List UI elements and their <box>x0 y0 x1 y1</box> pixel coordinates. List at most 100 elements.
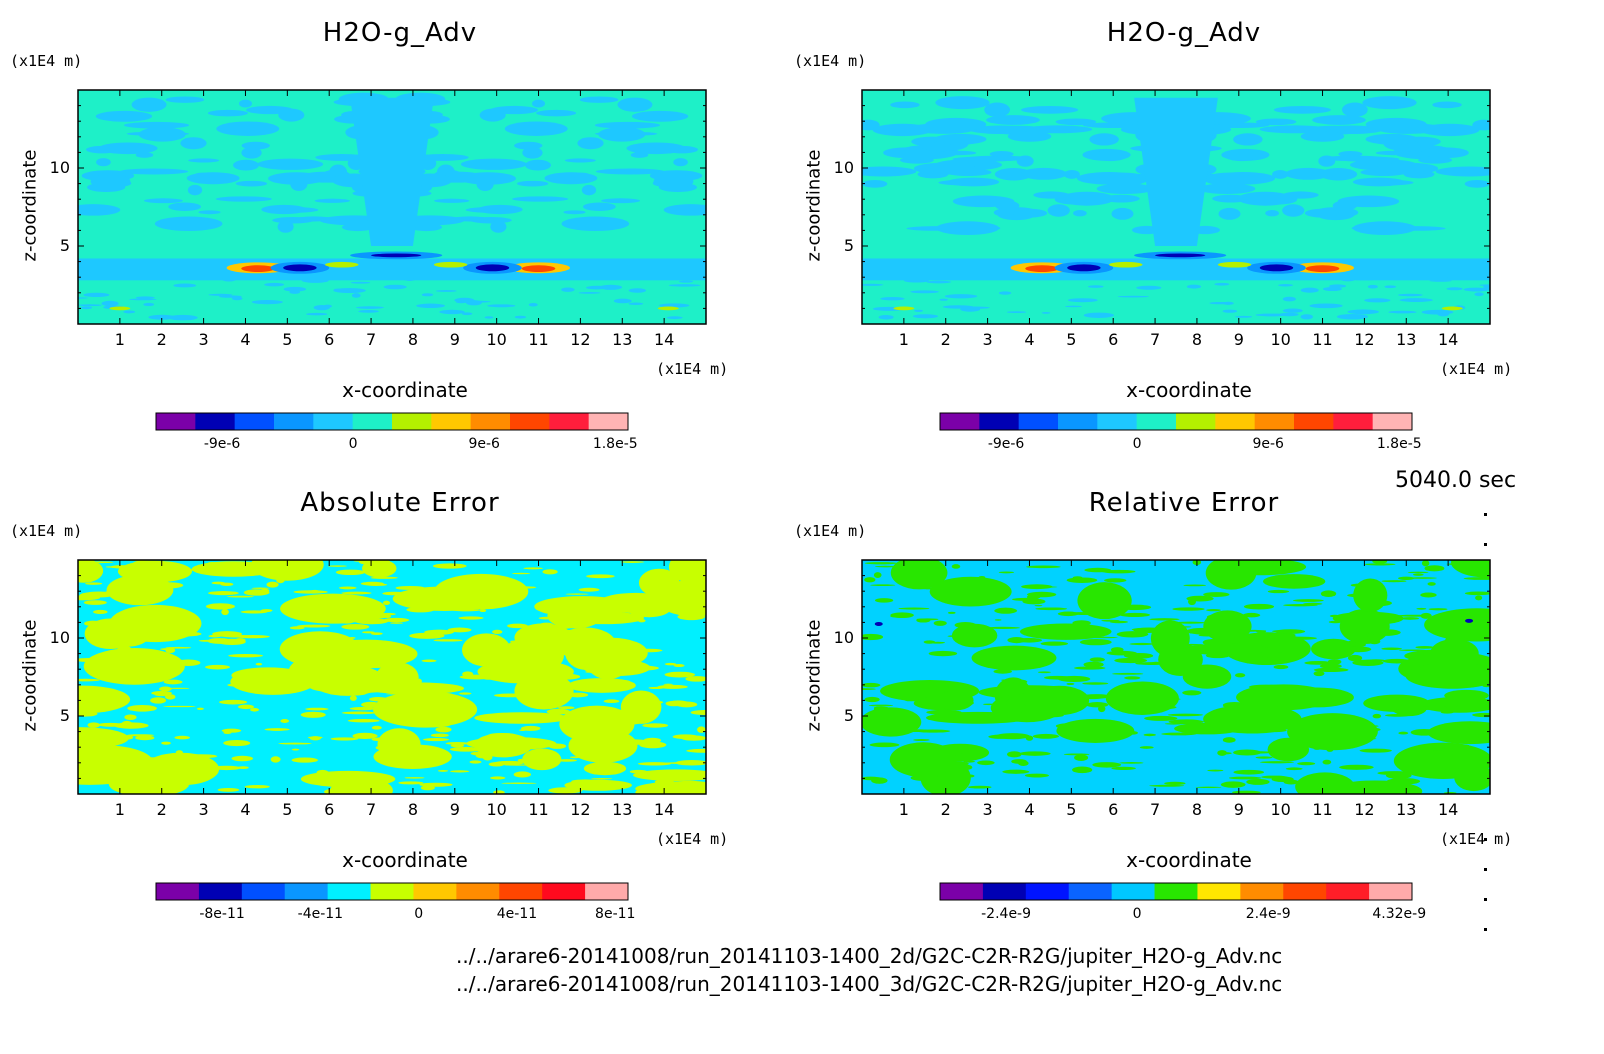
field-blob <box>1061 730 1096 735</box>
field-blob <box>1129 642 1154 646</box>
field-blob <box>1272 170 1289 179</box>
field-blob <box>1352 177 1405 187</box>
colorbar-label: 0 <box>1133 906 1142 922</box>
field-blob <box>432 563 467 569</box>
field-blob <box>1255 313 1288 317</box>
field-blob <box>168 314 198 321</box>
field-blob <box>1212 194 1250 203</box>
field-blob <box>581 184 597 196</box>
heatmap-field <box>862 96 1490 320</box>
field-blob <box>686 748 706 753</box>
field-blob <box>1047 204 1070 217</box>
field-blob <box>1073 666 1106 670</box>
x-tick-label: 8 <box>1192 800 1202 819</box>
field-core <box>325 261 359 268</box>
field-blob <box>300 711 326 718</box>
x-tick-label: 13 <box>612 800 632 819</box>
field-blob <box>873 572 882 578</box>
colorbar-label: 4e-11 <box>497 906 537 922</box>
x-tick-label: 5 <box>282 330 292 349</box>
field-blob <box>870 584 896 587</box>
field-blob <box>362 560 397 578</box>
field-blob <box>995 733 1030 740</box>
field-blob <box>1332 611 1404 626</box>
field-blob <box>890 101 920 109</box>
field-blob <box>1398 576 1415 580</box>
field-blob <box>349 706 376 711</box>
field-blob <box>208 293 233 296</box>
field-blob <box>1418 156 1453 164</box>
field-blob <box>83 729 98 733</box>
field-blob <box>1367 659 1385 662</box>
field-blob <box>1463 577 1490 580</box>
field-blob <box>365 682 465 695</box>
field-blob <box>474 712 569 724</box>
field-blob <box>578 587 600 592</box>
field-blob <box>1083 312 1115 318</box>
field-blob <box>1114 657 1148 664</box>
field-blob <box>620 690 662 724</box>
field-blob <box>1329 284 1347 288</box>
field-blob <box>1112 672 1144 675</box>
field-blob <box>960 306 990 309</box>
x-tick-label: 2 <box>941 330 951 349</box>
field-blob <box>506 591 515 598</box>
field-blob <box>1328 620 1342 624</box>
field-blob <box>221 277 237 282</box>
colorbar-swatch <box>413 883 457 900</box>
field-blob <box>347 719 380 723</box>
field-blob <box>1006 691 1089 716</box>
field-blob <box>234 634 270 639</box>
field-blob <box>1011 759 1027 764</box>
field-blob <box>1297 762 1316 766</box>
field-blob <box>351 293 361 298</box>
x-tick-label: 6 <box>324 330 334 349</box>
field-blob <box>1371 629 1401 636</box>
field-blob <box>305 707 329 711</box>
field-blob <box>306 312 328 316</box>
field-blob <box>903 697 916 702</box>
field-blob <box>516 180 549 187</box>
field-blob <box>1246 778 1270 785</box>
field-blob <box>86 145 119 154</box>
field-blob <box>216 121 280 136</box>
field-blob <box>514 672 574 710</box>
field-blob <box>193 172 211 179</box>
field-blob <box>951 623 998 648</box>
field-blob <box>1183 584 1207 587</box>
field-blob <box>83 600 107 605</box>
field-blob <box>1353 221 1416 235</box>
field-blob <box>154 582 184 589</box>
field-blob <box>1066 682 1075 686</box>
field-blob <box>322 610 344 613</box>
field-blob <box>1073 210 1087 217</box>
field-blob <box>250 707 260 712</box>
field-blob <box>664 662 677 666</box>
field-blob <box>994 619 1002 621</box>
colorbar-swatch <box>549 413 590 430</box>
field-blob <box>672 786 699 794</box>
field-blob <box>168 202 201 211</box>
field-blob <box>1282 204 1305 217</box>
field-blob <box>563 210 586 215</box>
field-blob <box>1444 689 1489 702</box>
field-blob <box>85 582 103 585</box>
field-blob <box>1388 310 1417 314</box>
field-blob <box>423 738 450 742</box>
field-blob <box>617 97 653 112</box>
field-blob <box>1203 704 1302 734</box>
field-blob <box>1273 106 1331 114</box>
field-blob <box>599 284 623 290</box>
decor-dot <box>1484 928 1487 931</box>
field-blob <box>923 640 936 644</box>
field-blob <box>435 594 453 597</box>
field-blob <box>1186 627 1220 635</box>
field-blob <box>319 648 354 651</box>
field-blob <box>135 735 155 741</box>
field-blob <box>678 280 694 283</box>
field-blob <box>1473 572 1490 576</box>
field-blob <box>583 761 627 776</box>
field-blob <box>421 293 434 297</box>
field-blob <box>578 291 601 294</box>
x-axis-label: x-coordinate <box>342 378 468 402</box>
